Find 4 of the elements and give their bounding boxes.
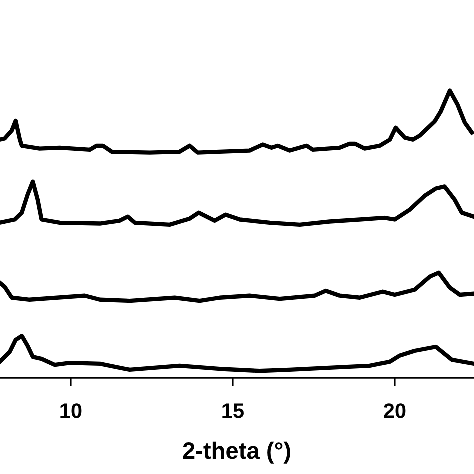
x-tick-label: 10 [60, 404, 82, 418]
x-tick-label: 15 [222, 404, 244, 418]
x-tick-label: 20 [384, 404, 406, 418]
x-axis-title: 2-theta (°) [183, 442, 290, 464]
